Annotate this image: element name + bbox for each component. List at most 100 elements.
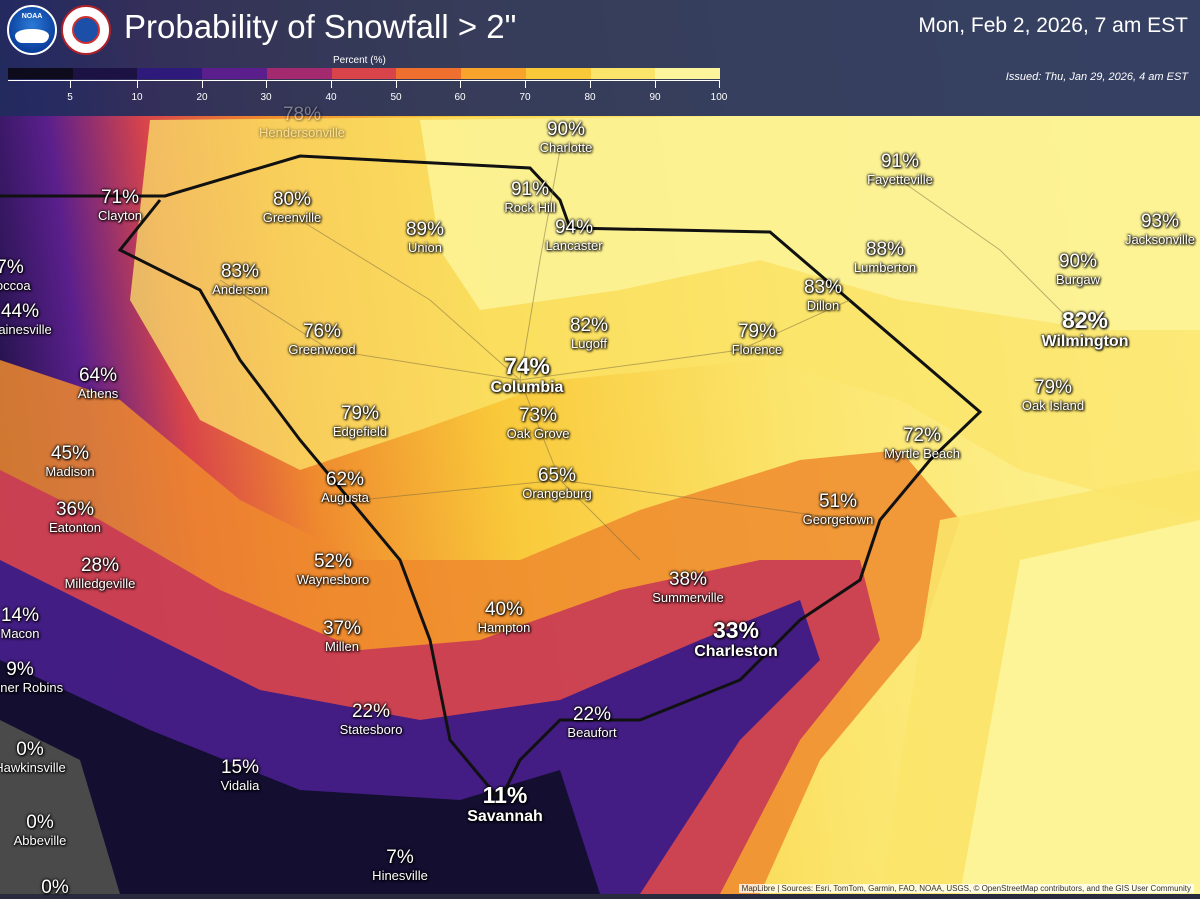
city-name: Anderson — [212, 281, 268, 297]
legend-tick-mark — [202, 80, 203, 88]
legend-tick-label: 50 — [390, 92, 402, 103]
city-probability: 0% — [26, 812, 54, 833]
scale-segment — [8, 68, 73, 79]
city-name: Abbeville — [13, 832, 67, 848]
city-name: Oak Grove — [506, 425, 570, 441]
city-label: 82% Wilmington — [1042, 307, 1129, 351]
city-label: 22% Statesboro — [339, 701, 403, 737]
city-probability: 74% — [503, 353, 551, 379]
city-label: 7%Toccoa — [0, 257, 31, 293]
city-probability: 91% — [880, 151, 920, 172]
city-probability: 11% — [482, 782, 528, 808]
scale-segment — [266, 68, 332, 79]
city-label: 94% Lancaster — [545, 217, 602, 253]
city-probability: 64% — [78, 365, 118, 386]
city-label: 78% Hendersonville — [259, 104, 345, 140]
legend-tick-label: 90 — [649, 92, 661, 103]
city-name: Macon — [0, 625, 40, 641]
city-name: Orangeburg — [522, 485, 592, 501]
legend-title: Percent (%) — [333, 55, 386, 66]
legend-tick-mark — [137, 80, 138, 88]
city-name: Hendersonville — [259, 124, 345, 140]
city-probability: 78% — [282, 104, 322, 125]
city-label: 79% Edgefield — [332, 403, 388, 439]
legend-tick-label: 70 — [519, 92, 531, 103]
city-probability: 65% — [537, 465, 577, 486]
city-probability: 33% — [712, 617, 760, 643]
dark-band — [0, 660, 600, 894]
legend-tick-mark — [396, 80, 397, 88]
city-label: 0% Hawkinsville — [0, 739, 66, 775]
valid-time: Mon, Feb 2, 2026, 7 am EST — [918, 14, 1188, 37]
gray-area — [0, 720, 120, 894]
city-probability: 76% — [302, 321, 342, 342]
scale-segment — [655, 68, 721, 79]
legend-tick-mark — [266, 80, 267, 88]
city-probability: 28% — [80, 555, 120, 576]
city-probability: 71% — [100, 187, 140, 208]
city-probability: 52% — [313, 551, 353, 572]
legend-axis-line — [8, 80, 720, 81]
city-probability: 91% — [510, 179, 550, 200]
city-label: 38% Summerville — [652, 569, 724, 605]
legend-tick-mark — [331, 80, 332, 88]
pale-yellow-band — [420, 110, 1200, 330]
city-label: 51% Georgetown — [802, 491, 874, 527]
legend-tick-label: 20 — [196, 92, 208, 103]
map-attribution[interactable]: MapLibre | Sources: Esri, TomTom, Garmin… — [738, 884, 1194, 893]
city-name: Hinesville — [372, 867, 428, 883]
city-label: 90% Burgaw — [1055, 251, 1101, 287]
city-name: Lugoff — [571, 335, 607, 351]
city-name: Burgaw — [1055, 271, 1101, 287]
city-probability: 82% — [1061, 307, 1109, 333]
noaa-logo: NOAA — [7, 5, 57, 55]
city-name: Fayetteville — [867, 171, 933, 187]
scale-segment — [202, 68, 267, 79]
city-probability: 38% — [668, 569, 708, 590]
city-name: Georgetown — [802, 511, 874, 527]
city-label: 72% Myrtle Beach — [884, 425, 960, 461]
city-name: Milledgeville — [64, 575, 136, 591]
city-name: Madison — [45, 463, 95, 479]
city-probability: 0% — [16, 739, 44, 760]
city-name: Edgefield — [332, 423, 388, 439]
city-probability: 94% — [554, 217, 594, 238]
city-probability: 9% — [6, 659, 34, 680]
city-label: 28% Milledgeville — [64, 555, 136, 591]
legend-tick-mark — [719, 80, 720, 88]
noaa-logo-text: NOAA — [21, 13, 43, 20]
city-name: Greenville — [262, 209, 322, 225]
city-label: 33% Charleston — [694, 617, 778, 661]
city-probability: 62% — [325, 469, 365, 490]
city-probability: 90% — [546, 119, 586, 140]
city-probability: 90% — [1058, 251, 1098, 272]
city-label: 0% — [41, 877, 68, 899]
city-name: Jacksonville — [1124, 231, 1196, 247]
city-label: 52% Waynesboro — [297, 551, 370, 587]
city-label: 82% Lugoff — [570, 315, 608, 351]
color-scale-bar — [8, 68, 721, 79]
roads — [219, 149, 1081, 561]
legend-tick-label: 40 — [325, 92, 337, 103]
city-probability: 22% — [572, 704, 612, 725]
scale-segment — [331, 68, 397, 79]
city-name: Beaufort — [567, 724, 617, 740]
city-probability: 15% — [220, 757, 260, 778]
legend-tick-label: 100 — [710, 92, 728, 103]
legend-tick-mark — [70, 80, 71, 88]
map-title: Probability of Snowfall > 2" — [124, 8, 517, 45]
city-name: Eatonton — [48, 519, 102, 535]
city-name: Summerville — [652, 589, 724, 605]
city-name: Rock Hill — [504, 199, 556, 215]
scale-segment — [137, 68, 203, 79]
city-name: Statesboro — [339, 721, 403, 737]
city-probability: 45% — [50, 443, 90, 464]
city-label: 64% Athens — [78, 365, 118, 401]
city-name: Charlotte — [539, 139, 593, 155]
legend-tick-mark — [460, 80, 461, 88]
city-name: Hampton — [477, 619, 531, 635]
city-label: 65% Orangeburg — [522, 465, 592, 501]
issued-time: Issued: Thu, Jan 29, 2026, 4 am EST — [1005, 71, 1188, 83]
scale-segment — [396, 68, 462, 79]
